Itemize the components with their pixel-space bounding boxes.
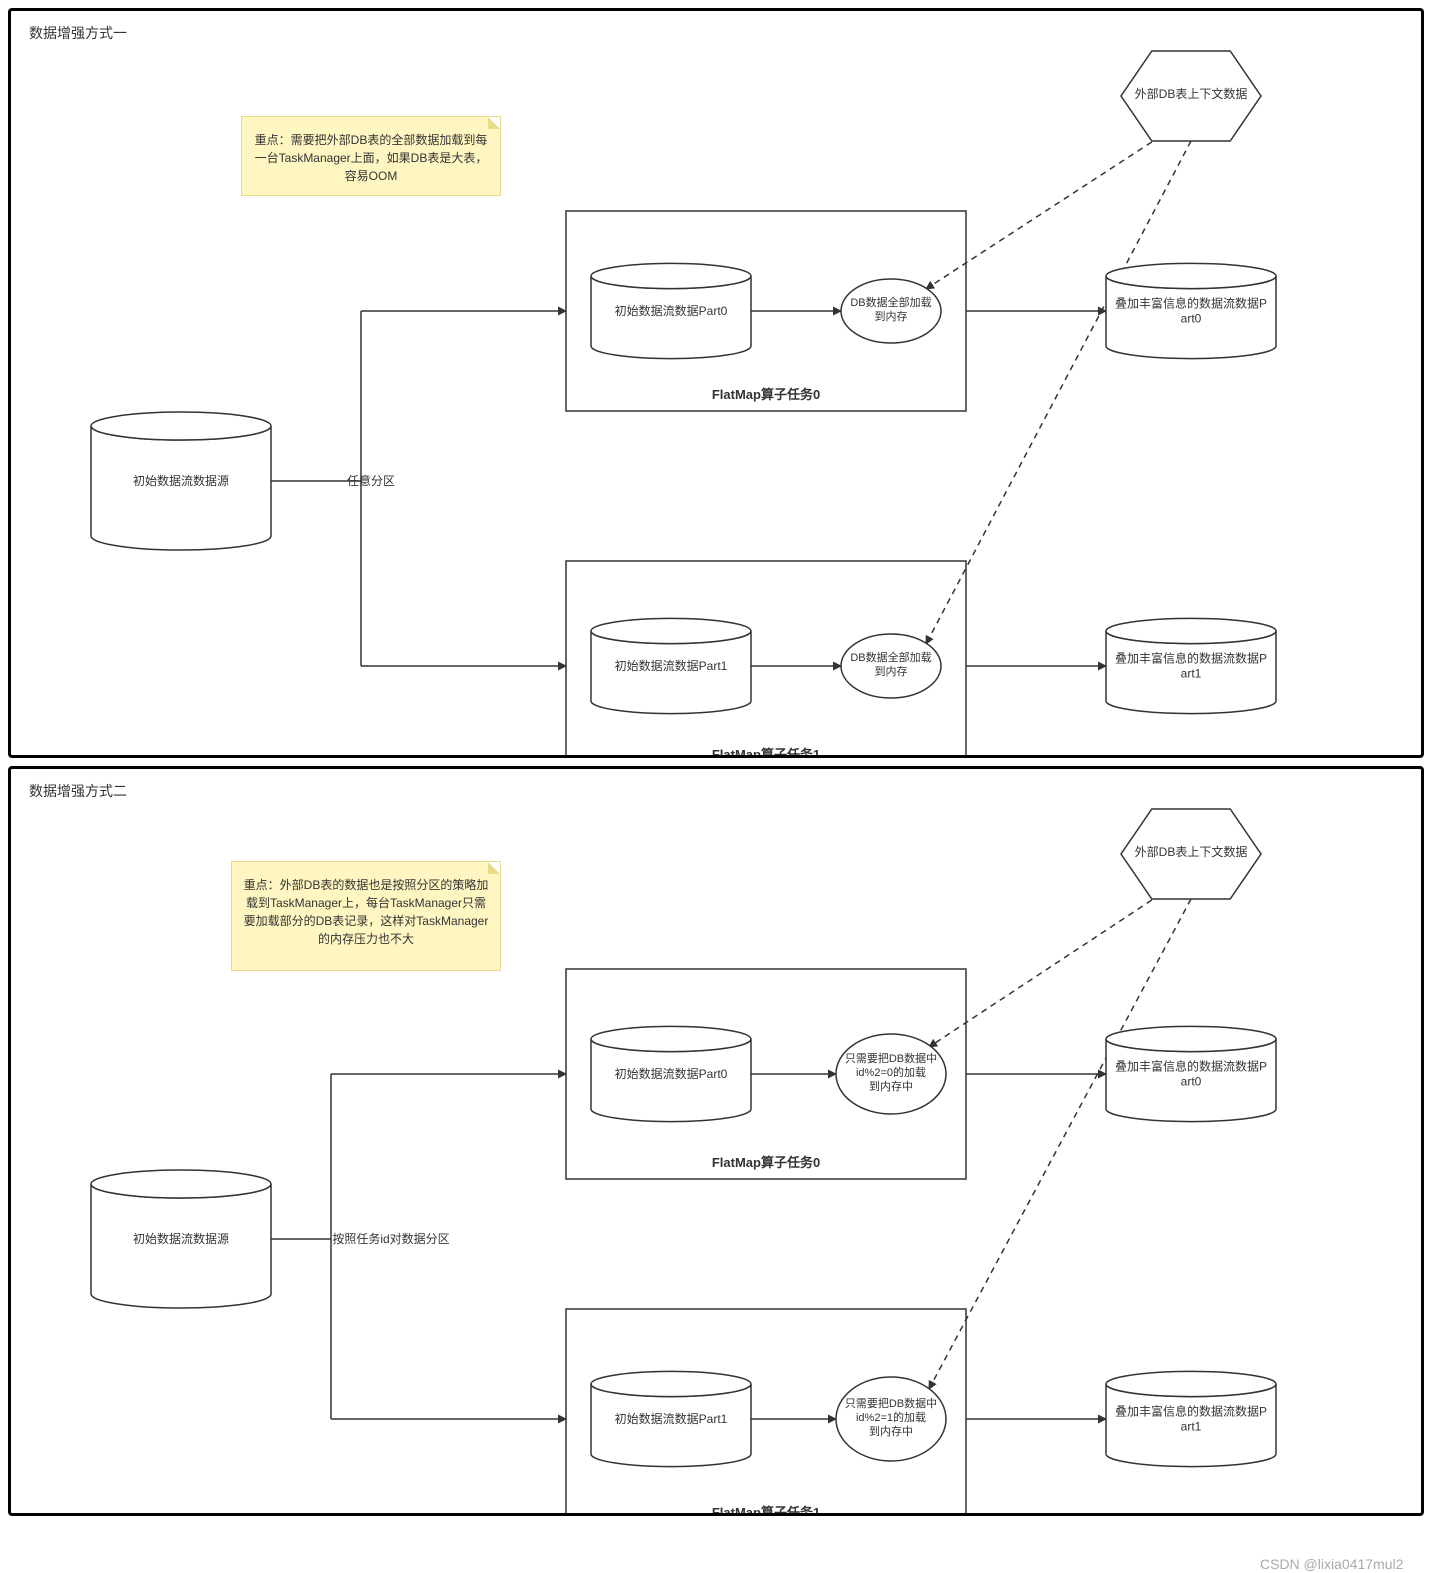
- panel2-task0-cylinder: 初始数据流数据Part0: [591, 1026, 751, 1121]
- svg-text:初始数据流数据Part1: 初始数据流数据Part1: [615, 658, 728, 673]
- panel1: 数据增强方式一重点：需要把外部DB表的全部数据加载到每一台TaskManager…: [8, 8, 1424, 758]
- panel2-task1-ellipse: 只需要把DB数据中id%2=1的加载到内存中: [836, 1377, 946, 1461]
- panel1-source-cylinder: 初始数据流数据源: [91, 412, 271, 550]
- panel2-out0-cylinder: 叠加丰富信息的数据流数据Part0: [1106, 1026, 1276, 1121]
- watermark: CSDN @lixia0417mul2: [1260, 1556, 1403, 1572]
- panel1-db-hexagon: 外部DB表上下文数据: [1121, 51, 1261, 141]
- edge-hex-ell1: [929, 899, 1191, 1389]
- panel1-svg: 初始数据流数据源 任意分区 外部DB表上下文数据初始数据流数据Part0 DB数据全部…: [11, 11, 1421, 755]
- panel2-task0-ellipse: 只需要把DB数据中id%2=0的加载到内存中: [836, 1034, 946, 1114]
- panel1-task1-ellipse: DB数据全部加载到内存: [841, 634, 941, 698]
- panel1-out1-cylinder: 叠加丰富信息的数据流数据Part1: [1106, 618, 1276, 713]
- panel2: 数据增强方式二重点：外部DB表的数据也是按照分区的策略加载到TaskManage…: [8, 766, 1424, 1516]
- panel2-partition-label: 按照任务id对数据分区: [332, 1231, 449, 1246]
- panel1-out0-cylinder: 叠加丰富信息的数据流数据Part0: [1106, 263, 1276, 358]
- edge-hex-ell0: [926, 136, 1161, 289]
- panel2-task1-caption: FlatMap算子任务1: [712, 1505, 820, 1513]
- svg-text:初始数据流数据源: 初始数据流数据源: [133, 1231, 229, 1246]
- svg-text:外部DB表上下文数据: 外部DB表上下文数据: [1135, 844, 1248, 859]
- edge-hex-ell0: [929, 894, 1161, 1047]
- svg-text:初始数据流数据源: 初始数据流数据源: [133, 473, 229, 488]
- panel2-db-hexagon: 外部DB表上下文数据: [1121, 809, 1261, 899]
- panel2-source-cylinder: 初始数据流数据源: [91, 1170, 271, 1308]
- panel1-task1-cylinder: 初始数据流数据Part1: [591, 618, 751, 713]
- panel1-partition-label: 任意分区: [347, 473, 395, 488]
- panel2-svg: 初始数据流数据源 按照任务id对数据分区 外部DB表上下文数据初始数据流数据Part…: [11, 769, 1421, 1513]
- panel1-task1-caption: FlatMap算子任务1: [712, 747, 820, 755]
- panel2-out1-cylinder: 叠加丰富信息的数据流数据Part1: [1106, 1371, 1276, 1466]
- panel1-task0-cylinder: 初始数据流数据Part0: [591, 263, 751, 358]
- panel2-task1-cylinder: 初始数据流数据Part1: [591, 1371, 751, 1466]
- panel1-task0-caption: FlatMap算子任务0: [712, 387, 820, 402]
- panel2-task0-caption: FlatMap算子任务0: [712, 1155, 820, 1170]
- svg-text:初始数据流数据Part1: 初始数据流数据Part1: [615, 1411, 728, 1426]
- svg-text:外部DB表上下文数据: 外部DB表上下文数据: [1135, 86, 1248, 101]
- svg-text:初始数据流数据Part0: 初始数据流数据Part0: [615, 303, 728, 318]
- svg-text:初始数据流数据Part0: 初始数据流数据Part0: [615, 1066, 728, 1081]
- panel1-task0-ellipse: DB数据全部加载到内存: [841, 279, 941, 343]
